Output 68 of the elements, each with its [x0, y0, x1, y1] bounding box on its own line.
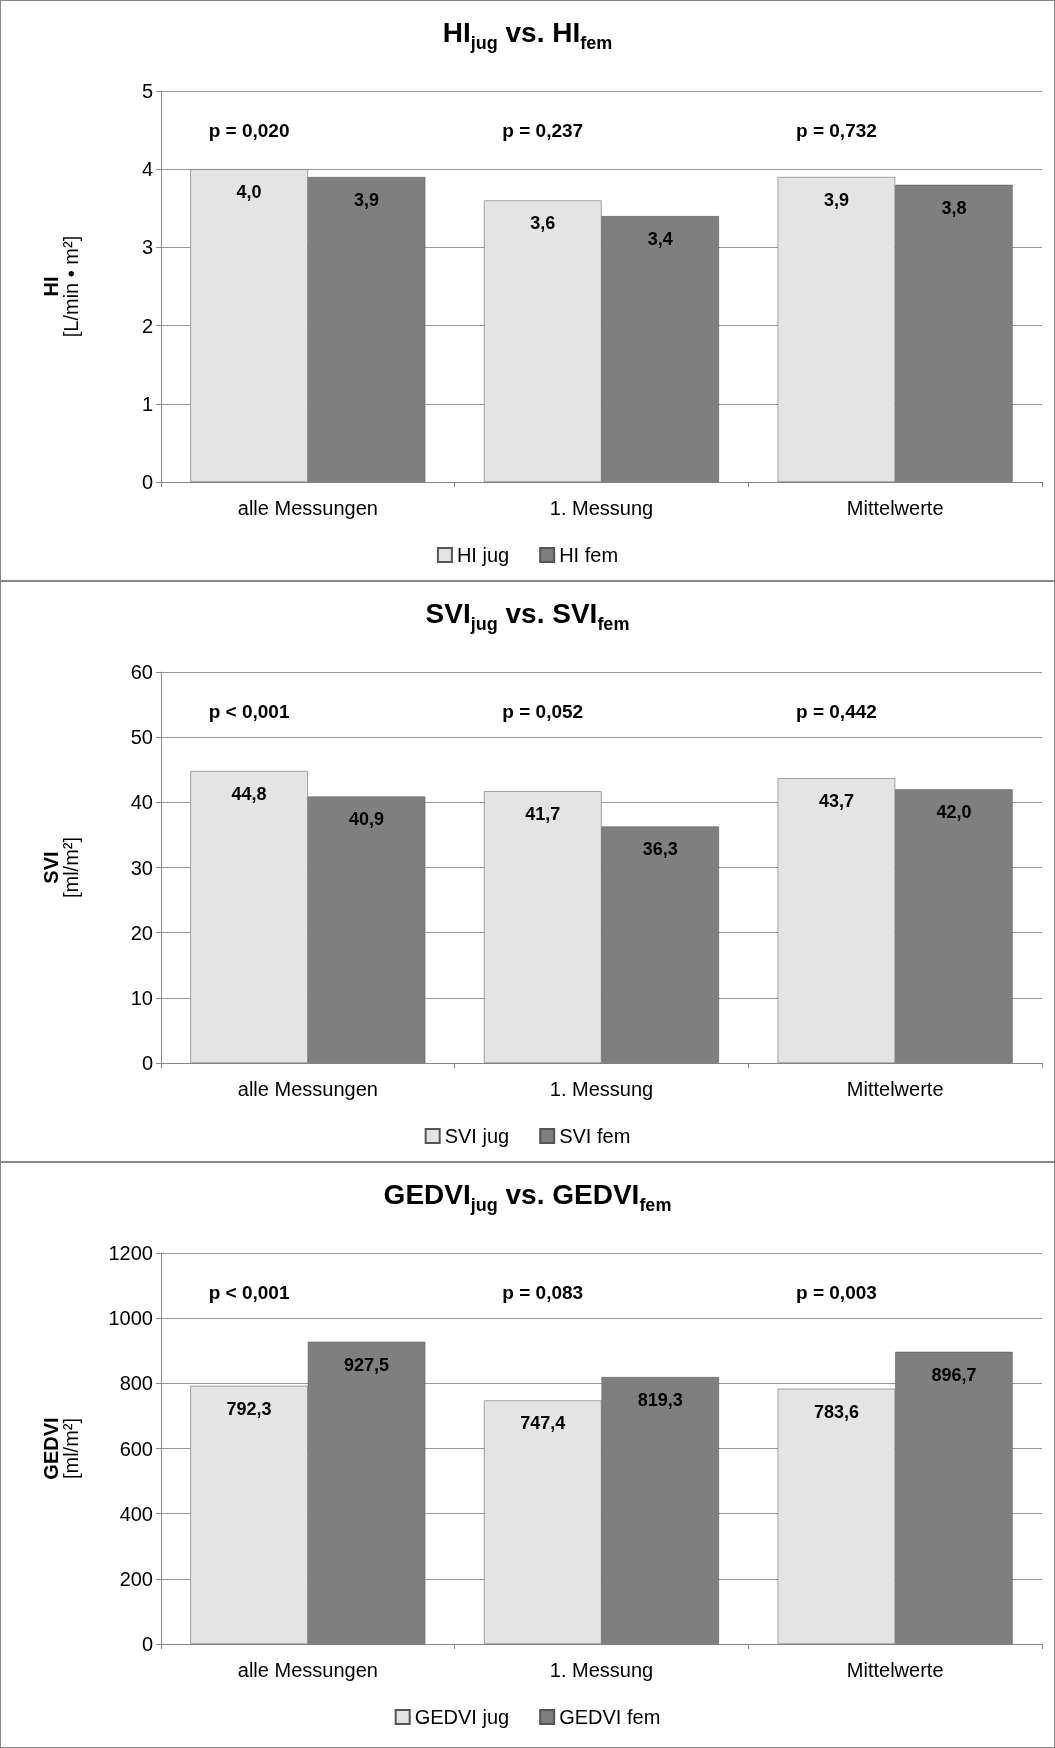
data-label: 44,8: [231, 784, 267, 805]
y-tick-label: 400: [119, 1502, 153, 1525]
y-tick-label: 10: [130, 986, 153, 1009]
annotation: p = 0,003: [796, 1281, 877, 1303]
y-axis-title: GEDVI [ml/m²]: [40, 1417, 82, 1480]
x-tick-label: 1. Messung: [549, 1659, 654, 1681]
chart-title: SVI$_{jug}$ vs. SVI$_{fem}$: [424, 598, 631, 635]
annotation: p < 0,001: [208, 700, 290, 722]
y-tick-label: 2: [141, 314, 153, 337]
legend-label: GEDVI fem: [559, 1706, 661, 1728]
data-label: 927,5: [344, 1354, 390, 1375]
chart-title: GEDVI$_{jug}$ vs. GEDVI$_{fem}$: [382, 1179, 673, 1216]
y-tick-label: 1: [141, 392, 153, 415]
x-tick-label: Mittelwerte: [846, 497, 944, 519]
y-tick-label: 30: [130, 856, 153, 879]
x-tick-label: 1. Messung: [549, 497, 654, 519]
annotation: p = 0,732: [796, 119, 877, 141]
y-tick-label: 600: [119, 1437, 153, 1460]
y-tick-label: 5: [141, 80, 153, 102]
x-tick-label: Mittelwerte: [846, 1659, 944, 1681]
data-label: 41,7: [525, 804, 561, 825]
legend-label: HI fem: [559, 544, 619, 566]
data-label: 792,3: [226, 1398, 272, 1419]
y-axis-title: SVI [ml/m²]: [40, 836, 82, 899]
y-tick-label: 40: [130, 791, 153, 814]
annotation: p = 0,083: [502, 1281, 584, 1303]
data-label: 40,9: [349, 809, 385, 830]
legend-label: SVI fem: [559, 1125, 631, 1147]
x-tick-label: Mittelwerte: [846, 1078, 944, 1100]
y-tick-label: 20: [130, 921, 153, 944]
data-label: 43,7: [818, 791, 854, 812]
annotation: p = 0,442: [796, 700, 877, 722]
y-tick-label: 0: [141, 1633, 153, 1655]
chart-title: HI$_{jug}$ vs. HI$_{fem}$: [441, 17, 614, 54]
legend-label: GEDVI jug: [414, 1706, 510, 1728]
data-label: 3,8: [941, 197, 967, 218]
x-tick-label: alle Messungen: [237, 497, 378, 519]
data-label: 783,6: [813, 1401, 859, 1422]
y-tick-label: 0: [141, 1052, 153, 1074]
data-label: 819,3: [637, 1390, 683, 1411]
data-label: 3,6: [530, 213, 556, 234]
y-tick-label: 1200: [108, 1242, 153, 1264]
y-tick-label: 800: [119, 1372, 153, 1395]
data-label: 747,4: [520, 1413, 566, 1434]
y-tick-label: 0: [141, 471, 153, 493]
data-label: 36,3: [642, 839, 678, 860]
y-tick-label: 50: [130, 726, 153, 749]
y-tick-label: 4: [141, 158, 153, 181]
y-tick-label: 1000: [108, 1307, 153, 1330]
annotation: p = 0,020: [208, 119, 290, 141]
data-label: 4,0: [236, 182, 262, 203]
x-tick-label: alle Messungen: [237, 1659, 378, 1681]
x-tick-label: alle Messungen: [237, 1078, 378, 1100]
y-tick-label: 3: [141, 236, 153, 259]
annotation: p < 0,001: [208, 1281, 290, 1303]
data-label: 3,4: [647, 229, 673, 250]
annotation: p = 0,237: [502, 119, 584, 141]
legend-label: HI jug: [456, 544, 510, 566]
x-tick-label: 1. Messung: [549, 1078, 654, 1100]
y-tick-label: 60: [130, 661, 153, 683]
data-label: 896,7: [931, 1364, 977, 1385]
y-axis-title: HI [L/min • m²]: [40, 235, 82, 338]
y-tick-label: 200: [119, 1567, 153, 1590]
data-label: 3,9: [354, 190, 380, 211]
legend-label: SVI jug: [444, 1125, 510, 1147]
annotation: p = 0,052: [502, 700, 584, 722]
data-label: 3,9: [823, 190, 849, 211]
data-label: 42,0: [936, 802, 972, 823]
